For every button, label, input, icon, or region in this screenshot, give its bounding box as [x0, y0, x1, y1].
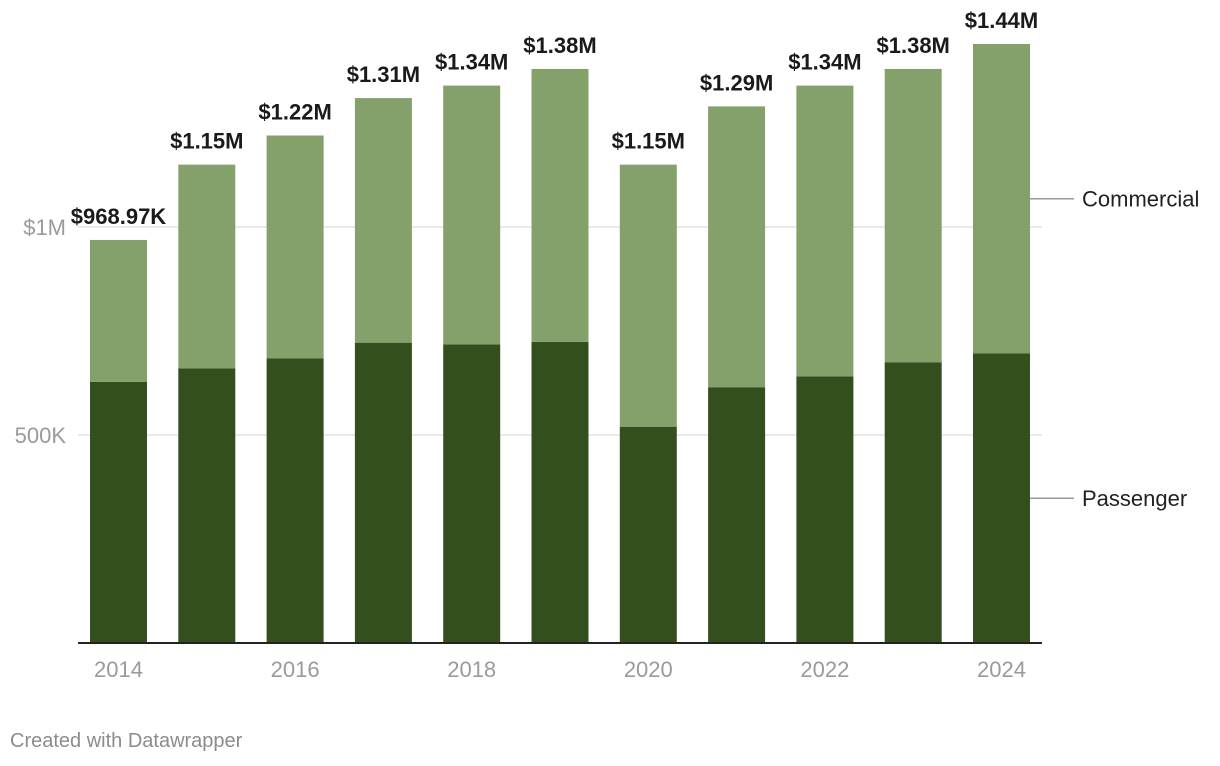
legend: Commercial Passenger: [1030, 187, 1199, 511]
y-tick-label: 500K: [15, 423, 67, 448]
bar-commercial-2024: [973, 44, 1030, 354]
bar-total-label: $1.34M: [788, 50, 861, 75]
x-tick-label: 2020: [624, 657, 673, 682]
bar-passenger-2014: [90, 381, 147, 643]
bar-commercial-2014: [90, 239, 147, 382]
bar-total-label: $1.44M: [965, 8, 1038, 33]
bar-passenger-2020: [619, 426, 677, 643]
bar-commercial-2015: [178, 164, 236, 369]
credit-footer: Created with Datawrapper: [10, 730, 243, 752]
bar-commercial-2021: [708, 106, 766, 388]
bars: [90, 44, 1030, 643]
bar-total-label: $1.29M: [700, 70, 773, 95]
bar-passenger-2021: [708, 387, 766, 643]
bar-total-label: $1.22M: [258, 100, 331, 125]
bar-passenger-2024: [973, 353, 1030, 643]
bar-commercial-2023: [884, 68, 942, 363]
bar-passenger-2022: [796, 376, 854, 643]
bar-total-label: $968.97K: [71, 204, 167, 229]
x-tick-label: 2018: [447, 657, 496, 682]
bar-commercial-2022: [796, 85, 854, 377]
legend-label-commercial: Commercial: [1082, 187, 1199, 212]
x-tick-label: 2014: [94, 657, 143, 682]
bar-commercial-2019: [531, 68, 589, 342]
bar-total-label: $1.15M: [612, 129, 685, 154]
bar-passenger-2019: [531, 341, 589, 643]
bar-passenger-2016: [266, 358, 324, 643]
legend-label-passenger: Passenger: [1082, 486, 1187, 511]
bar-commercial-2018: [443, 85, 501, 345]
bar-total-label: $1.15M: [170, 129, 243, 154]
x-tick-label: 2024: [977, 657, 1026, 682]
labels: 500K $1M $968.97K $1.15M $1.22M $1.31M $1.34M $…: [15, 8, 1039, 682]
bar-total-label: $1.38M: [877, 33, 950, 58]
bar-commercial-2017: [354, 98, 412, 343]
bar-total-label: $1.34M: [435, 50, 508, 75]
y-tick-label: $1M: [23, 215, 66, 240]
x-tick-label: 2016: [271, 657, 320, 682]
bar-total-label: $1.38M: [523, 33, 596, 58]
bar-passenger-2018: [443, 344, 501, 643]
bar-commercial-2020: [619, 164, 677, 427]
x-tick-label: 2022: [800, 657, 849, 682]
bar-commercial-2016: [266, 135, 324, 359]
bar-passenger-2017: [354, 342, 412, 643]
bar-passenger-2023: [884, 362, 942, 643]
bar-total-label: $1.31M: [347, 62, 420, 87]
bar-passenger-2015: [178, 368, 236, 643]
